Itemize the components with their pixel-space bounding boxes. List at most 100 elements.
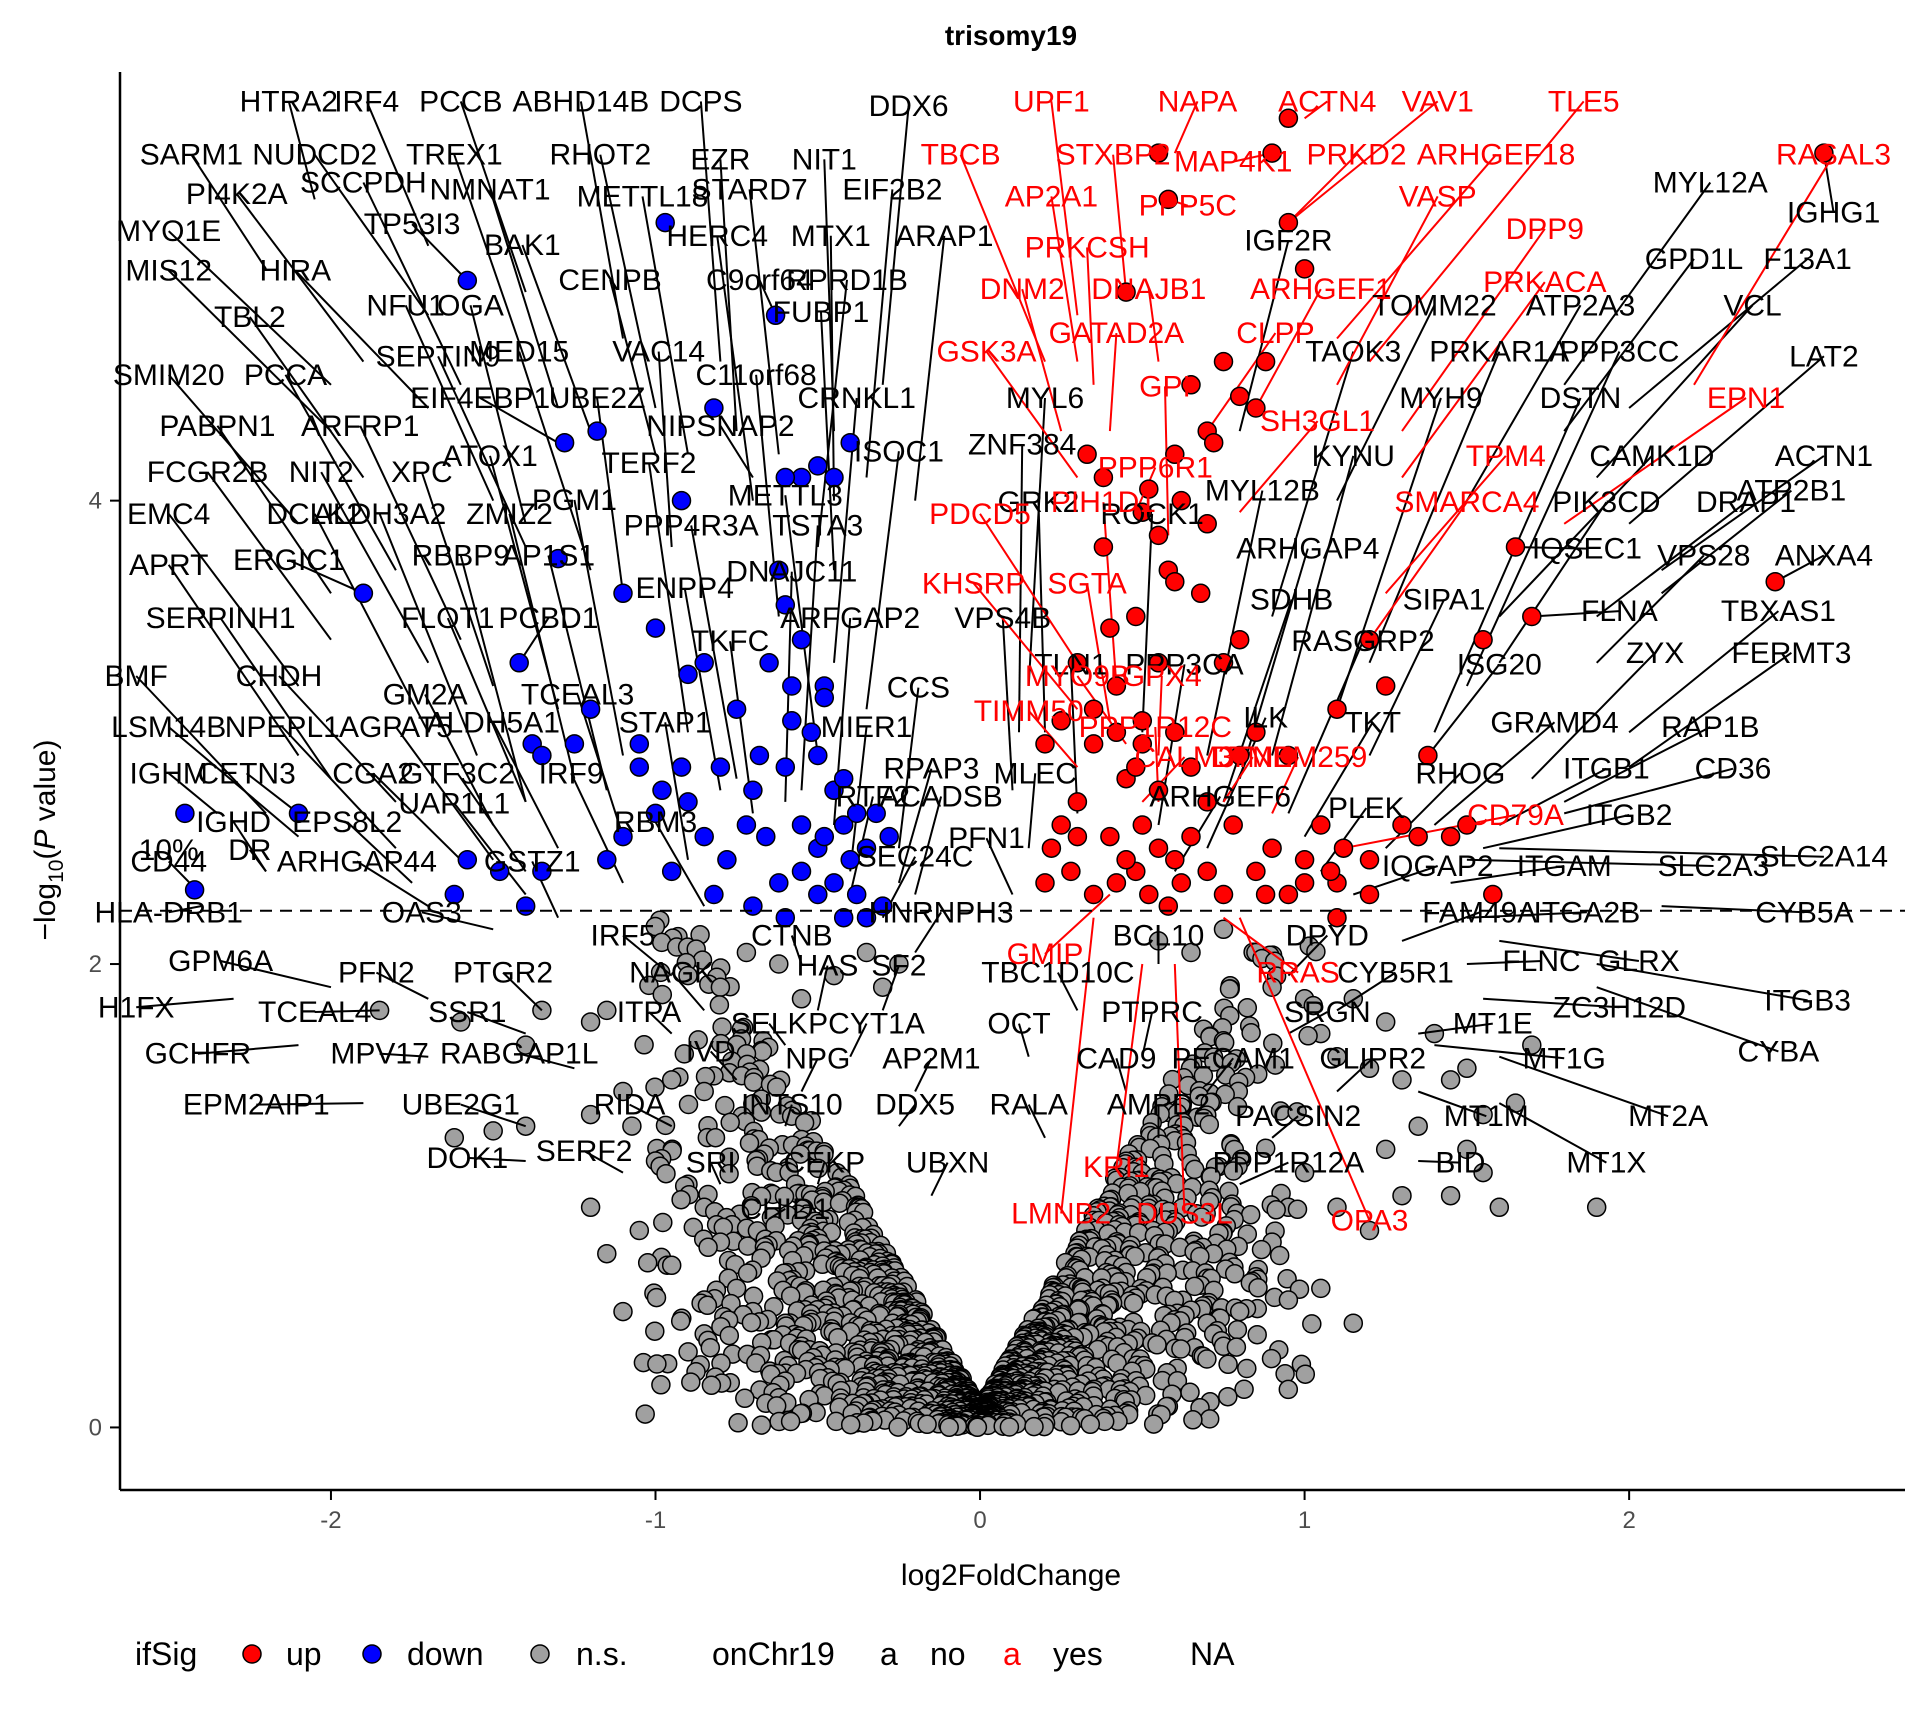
- gene-label-chr19: PPP5C: [1139, 190, 1237, 223]
- gene-label-connector: [683, 587, 722, 791]
- gene-label: IQSEC1: [1532, 533, 1642, 566]
- gene-label: UBE2Z: [549, 382, 646, 415]
- gene-label: FAM49A: [1422, 896, 1537, 929]
- gene-label-connector: [1628, 258, 1809, 409]
- gene-label: TP53I3: [364, 208, 461, 241]
- ns-point: [1269, 1245, 1290, 1266]
- gene-label-connector: [1531, 610, 1620, 618]
- gene-label-connector: [167, 513, 300, 687]
- gene-label-connector: [372, 772, 462, 861]
- up-point: [1171, 873, 1192, 893]
- gene-label-connector: [881, 105, 910, 385]
- gene-label-chr19-connector: [1050, 101, 1079, 316]
- gene-label-connector: [690, 525, 738, 779]
- ns-point: [629, 1220, 650, 1241]
- gene-label: ISOC1: [854, 435, 944, 468]
- gene-label-connector: [1466, 911, 1587, 919]
- up-point: [1139, 884, 1159, 905]
- ns-point: [1199, 1114, 1220, 1135]
- gene-label: NPG: [785, 1042, 850, 1075]
- gene-label: PPP1R12A: [1213, 1147, 1365, 1180]
- gene-label-chr19-connector: [1050, 196, 1079, 362]
- down-point: [457, 850, 478, 870]
- gene-label-connector: [502, 971, 543, 1012]
- ns-point: [1237, 1358, 1257, 1379]
- gene-label: MYO1E: [116, 215, 221, 248]
- gene-label-chr19: GATAD2A: [1049, 317, 1185, 350]
- down-point: [629, 757, 650, 777]
- up-point: [1359, 850, 1380, 870]
- gene-label-chr19-connector: [1287, 153, 1358, 224]
- y-axis-title-part: value): [29, 740, 62, 830]
- up-point: [1375, 676, 1396, 696]
- gene-label-connector: [1434, 1044, 1565, 1060]
- gene-label-connector: [576, 694, 624, 837]
- gene-label: ARAP1: [895, 220, 993, 253]
- ns-point: [639, 975, 659, 996]
- y-tick-label: 4: [89, 488, 102, 515]
- ns-point: [444, 1128, 465, 1148]
- gene-label: FLNA: [1581, 595, 1658, 628]
- gene-label: SRGN: [1284, 996, 1371, 1029]
- gene-label: MYH9: [1399, 382, 1482, 415]
- gene-label-connector: [1418, 1160, 1461, 1164]
- gene-label: OCT: [987, 1008, 1050, 1041]
- up-point: [1229, 629, 1250, 650]
- gene-label: HLA-DRB1: [95, 896, 243, 929]
- gene-label-connector: [1418, 1022, 1493, 1035]
- gene-label-connector: [914, 911, 942, 954]
- gene-label: CETN3: [197, 757, 295, 790]
- down-point: [515, 896, 536, 916]
- gene-label: ITGB1: [1563, 753, 1650, 786]
- gene-label-connector: [1563, 767, 1734, 815]
- gene-label: FERMT3: [1731, 637, 1851, 670]
- gene-label: ERGIC1: [233, 544, 345, 577]
- ns-point: [1343, 1313, 1364, 1333]
- ns-point: [1275, 1364, 1295, 1384]
- gene-label-connector: [404, 304, 495, 502]
- ns-point: [1303, 995, 1324, 1016]
- gene-label-connector: [1515, 546, 1587, 550]
- ns-point: [681, 1372, 701, 1392]
- ns-point: [1191, 1207, 1212, 1227]
- gene-label: TCEAL4: [258, 996, 371, 1029]
- ns-point: [650, 962, 671, 983]
- ns-point: [712, 1017, 732, 1037]
- gene-label-connector: [709, 1050, 738, 1081]
- gene-label: ZC3H12D: [1553, 991, 1686, 1024]
- gene-label: CYB5A: [1755, 896, 1853, 929]
- gene-label-chr19: AP2A1: [1005, 180, 1098, 213]
- gene-label-connector: [1368, 599, 1446, 756]
- gene-label-connector: [1271, 1115, 1299, 1139]
- gene-label-connector: [1661, 455, 1825, 572]
- gene-label-connector: [1287, 1011, 1328, 1035]
- gene-label: PCYT1A: [808, 1008, 925, 1041]
- gene-label-connector: [256, 1102, 364, 1106]
- gene-label-connector: [1596, 501, 1747, 618]
- gene-label-chr19-connector: [1173, 100, 1199, 154]
- gene-label: MYL12A: [1653, 167, 1768, 200]
- gene-label: PTGR2: [453, 957, 553, 990]
- gene-label-connector: [453, 802, 527, 896]
- gene-label-connector: [168, 772, 219, 815]
- ns-point: [741, 1312, 762, 1333]
- gene-label-connector: [492, 721, 559, 849]
- gene-label: UAP1L1: [398, 787, 510, 820]
- gene-label: ARFGAP2: [780, 602, 920, 635]
- gene-label-connector: [456, 772, 527, 872]
- gene-label-connector: [313, 154, 430, 316]
- gene-label-connector: [829, 235, 835, 501]
- gene-label: HAS: [797, 950, 859, 983]
- up-point: [1473, 629, 1493, 650]
- gene-label-connector: [365, 101, 430, 247]
- ns-point: [856, 942, 877, 963]
- gene-label: CAD9: [1076, 1042, 1156, 1075]
- gene-label: STARD7: [692, 173, 808, 206]
- gene-label-chr19: SGTA: [1047, 567, 1126, 600]
- up-point: [1035, 873, 1055, 893]
- x-tick-label: -1: [645, 1507, 666, 1534]
- gene-label: OGA: [437, 289, 504, 322]
- gene-label-connector: [437, 355, 527, 548]
- gene-label-connector: [320, 471, 430, 664]
- up-point: [1077, 444, 1097, 465]
